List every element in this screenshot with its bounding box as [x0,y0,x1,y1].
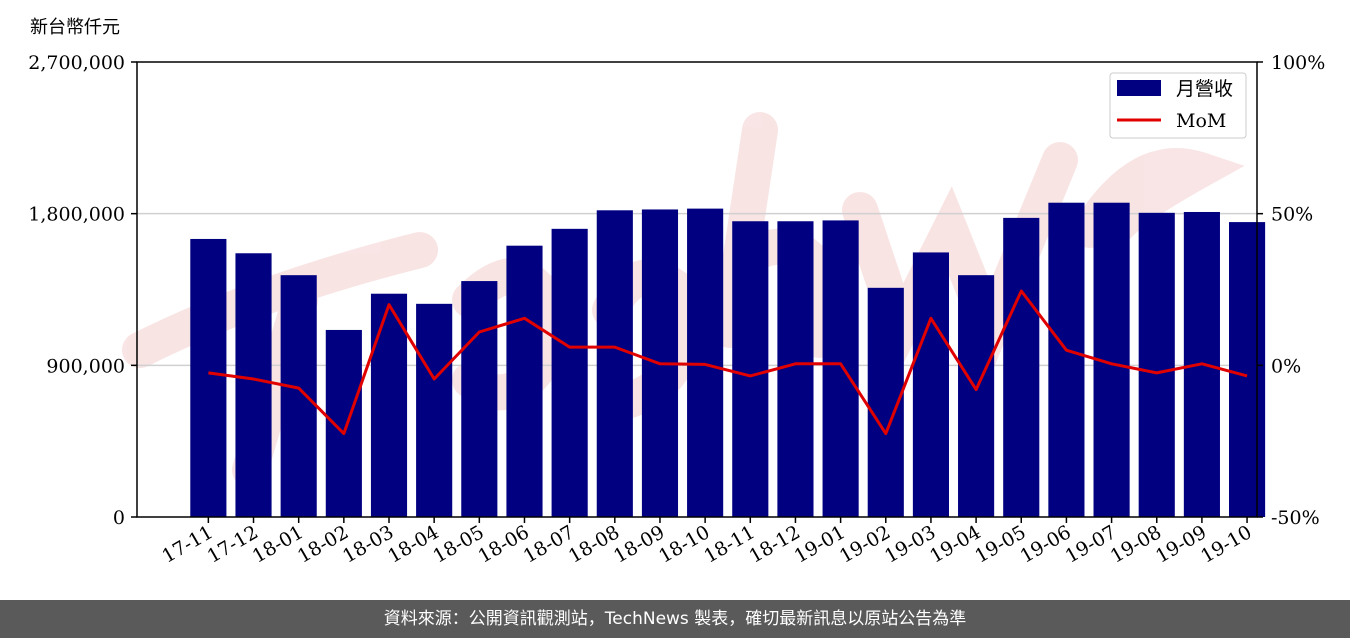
x-tick-label-18-06: 18-06 [475,521,533,567]
y-left-tick-label-2: 1,800,000 [28,204,125,226]
bar-19-05 [1003,217,1040,517]
x-tick-label-18-05: 18-05 [429,521,487,567]
bar-17-11 [190,238,227,517]
bar-18-07 [551,228,588,518]
bar-17-12 [235,253,272,517]
x-tick-label-18-11: 18-11 [700,521,758,567]
y-right-tick-label-3: 100% [1271,52,1325,74]
x-tick-label-19-10: 19-10 [1197,521,1255,567]
bar-18-11 [732,221,769,517]
bar-18-05 [461,281,498,517]
x-tick-label-18-07: 18-07 [520,521,578,567]
x-tick-label-18-02: 18-02 [294,521,352,567]
legend-swatch-revenue [1117,80,1161,96]
source-footer: 資料來源：公開資訊觀測站，TechNews 製表，確切最新訊息以原站公告為準 [0,600,1350,638]
x-tick-label-19-04: 19-04 [926,521,984,567]
bar-18-01 [280,275,317,517]
bar-18-08 [596,210,633,517]
bar-19-08 [1138,212,1175,517]
bar-19-06 [1048,202,1085,518]
legend-label-mom: MoM [1176,110,1226,132]
x-tick-label-19-05: 19-05 [971,521,1029,567]
x-tick-label-18-12: 18-12 [746,521,804,567]
x-tick-label-19-08: 19-08 [1107,521,1165,567]
x-tick-label-19-09: 19-09 [1152,521,1210,567]
y-left-tick-label-1: 900,000 [46,355,125,377]
mom-line [208,289,1248,436]
y-right-tick-label-0: -50% [1271,507,1320,529]
bar-19-01 [822,220,859,517]
x-tick-label-18-03: 18-03 [339,521,397,567]
legend-label-revenue: 月營收 [1176,78,1233,100]
x-tick-label-19-03: 19-03 [881,521,939,567]
x-tick-label-19-07: 19-07 [1062,521,1120,567]
y-axis-unit-label: 新台幣仟元 [30,17,120,38]
x-tick-label-19-02: 19-02 [836,521,894,567]
revenue-chart: 0 900,000 1,800,000 2,700,000 -50% 0% 50% 100% 1… [28,17,1325,568]
y-left-tick-label-3: 2,700,000 [28,52,125,74]
x-tick-label-18-09: 18-09 [610,521,668,567]
bar-19-04 [958,275,995,517]
x-tick-label-19-01: 19-01 [791,521,849,567]
bar-18-04 [416,303,453,517]
y-right-tick-label-2: 50% [1271,204,1313,226]
x-tick-label-19-06: 19-06 [1016,521,1074,567]
bar-19-10 [1229,222,1266,517]
bars-layer [190,202,1266,518]
axes-layer [136,61,1258,518]
bar-18-02 [325,329,362,517]
x-tick-label-17-11: 17-11 [158,521,216,567]
x-tick-label-18-01: 18-01 [249,521,307,567]
legend: 月營收 MoM [1109,72,1247,139]
bar-18-12 [777,221,814,517]
bar-18-03 [370,293,408,517]
x-tick-label-17-12: 17-12 [204,521,262,567]
y-right-tick-label-1: 0% [1271,355,1301,377]
y-left-tick-label-0: 0 [113,507,125,529]
plot-frame [136,61,1258,518]
mom-line-layer [208,289,1248,436]
x-tick-label-18-04: 18-04 [384,521,442,567]
bar-19-03 [912,252,949,518]
x-tick-label-18-10: 18-10 [655,521,713,567]
x-tick-label-18-08: 18-08 [565,521,623,567]
bar-18-06 [506,245,543,517]
